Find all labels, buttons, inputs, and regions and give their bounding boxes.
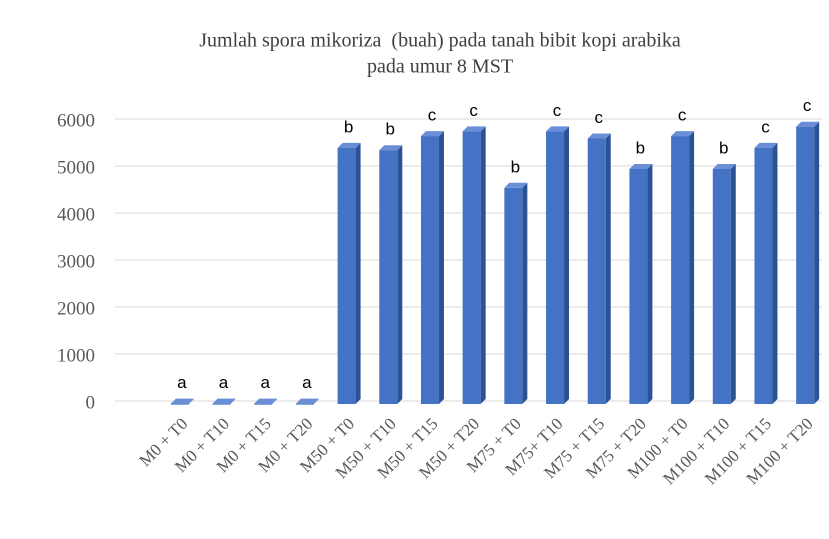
bar-side: [772, 142, 778, 404]
bar-top: [170, 398, 194, 404]
bar-annotation: c: [553, 101, 562, 120]
bar-top: [546, 126, 570, 132]
bar-annotation: c: [678, 106, 687, 125]
bar-side: [313, 398, 319, 404]
bar: [254, 403, 273, 405]
bar-side: [730, 164, 736, 404]
bar-side: [188, 398, 194, 404]
bar-top: [212, 398, 236, 404]
bar: [546, 131, 565, 404]
bar-annotation: a: [302, 373, 312, 392]
bar-annotation: a: [260, 373, 270, 392]
bar-top: [712, 164, 736, 169]
y-tick-label: 2000: [57, 298, 95, 319]
y-tick-label: 6000: [57, 110, 95, 131]
bar-side: [689, 131, 695, 404]
bar: [337, 147, 356, 404]
bar-top: [504, 182, 528, 188]
bar-annotation: a: [177, 373, 187, 392]
bar-annotation: c: [428, 106, 437, 125]
bar: [420, 136, 439, 404]
bar: [379, 150, 398, 404]
bar: [462, 131, 481, 404]
bar-top: [379, 145, 403, 151]
bar-annotation: c: [761, 117, 770, 136]
bar-annotation: b: [636, 138, 645, 157]
bar-side: [397, 145, 403, 404]
bar: [295, 403, 314, 405]
chart-title: Jumlah spora mikoriza (buah) pada tanah …: [199, 30, 681, 52]
bar-top: [754, 142, 778, 148]
bar: [796, 126, 815, 404]
bar-annotation: b: [511, 157, 520, 176]
bar: [629, 169, 648, 404]
bar-side: [272, 398, 278, 404]
bar: [671, 136, 690, 404]
bar-side: [355, 142, 361, 404]
bar-top: [337, 142, 361, 148]
bar-side: [605, 133, 611, 404]
bar-annotation: c: [469, 101, 478, 120]
bar: [712, 169, 731, 404]
bar-annotation: b: [719, 138, 728, 157]
bar-annotation: a: [219, 373, 229, 392]
bar-side: [564, 126, 570, 405]
y-tick-label: 1000: [57, 345, 95, 366]
bar: [587, 138, 606, 404]
bar-side: [230, 398, 236, 404]
y-tick-label: 4000: [57, 204, 95, 225]
bar-annotation: c: [803, 96, 812, 115]
y-tick-label: 0: [86, 392, 96, 413]
bar-top: [671, 131, 695, 137]
bar-top: [587, 133, 611, 139]
bar-top: [420, 131, 444, 137]
bar-annotation: b: [344, 117, 353, 136]
chart-title: pada umur 8 MST: [367, 56, 513, 78]
bar: [754, 147, 773, 404]
bar-top: [629, 164, 653, 169]
bar-top: [462, 126, 486, 132]
bar: [212, 403, 231, 405]
y-tick-label: 3000: [57, 251, 95, 272]
bar-side: [647, 164, 653, 404]
bar-annotation: b: [386, 120, 395, 139]
bar-top: [254, 398, 278, 404]
bar-side: [480, 126, 486, 405]
bar-side: [814, 121, 820, 404]
bar-side: [522, 182, 528, 404]
bar-side: [438, 131, 444, 404]
bar-annotation: c: [594, 108, 603, 127]
y-tick-label: 5000: [57, 157, 95, 178]
bar-top: [796, 121, 820, 127]
bar-top: [295, 398, 319, 404]
bar: [504, 187, 523, 404]
bar: [170, 403, 189, 405]
